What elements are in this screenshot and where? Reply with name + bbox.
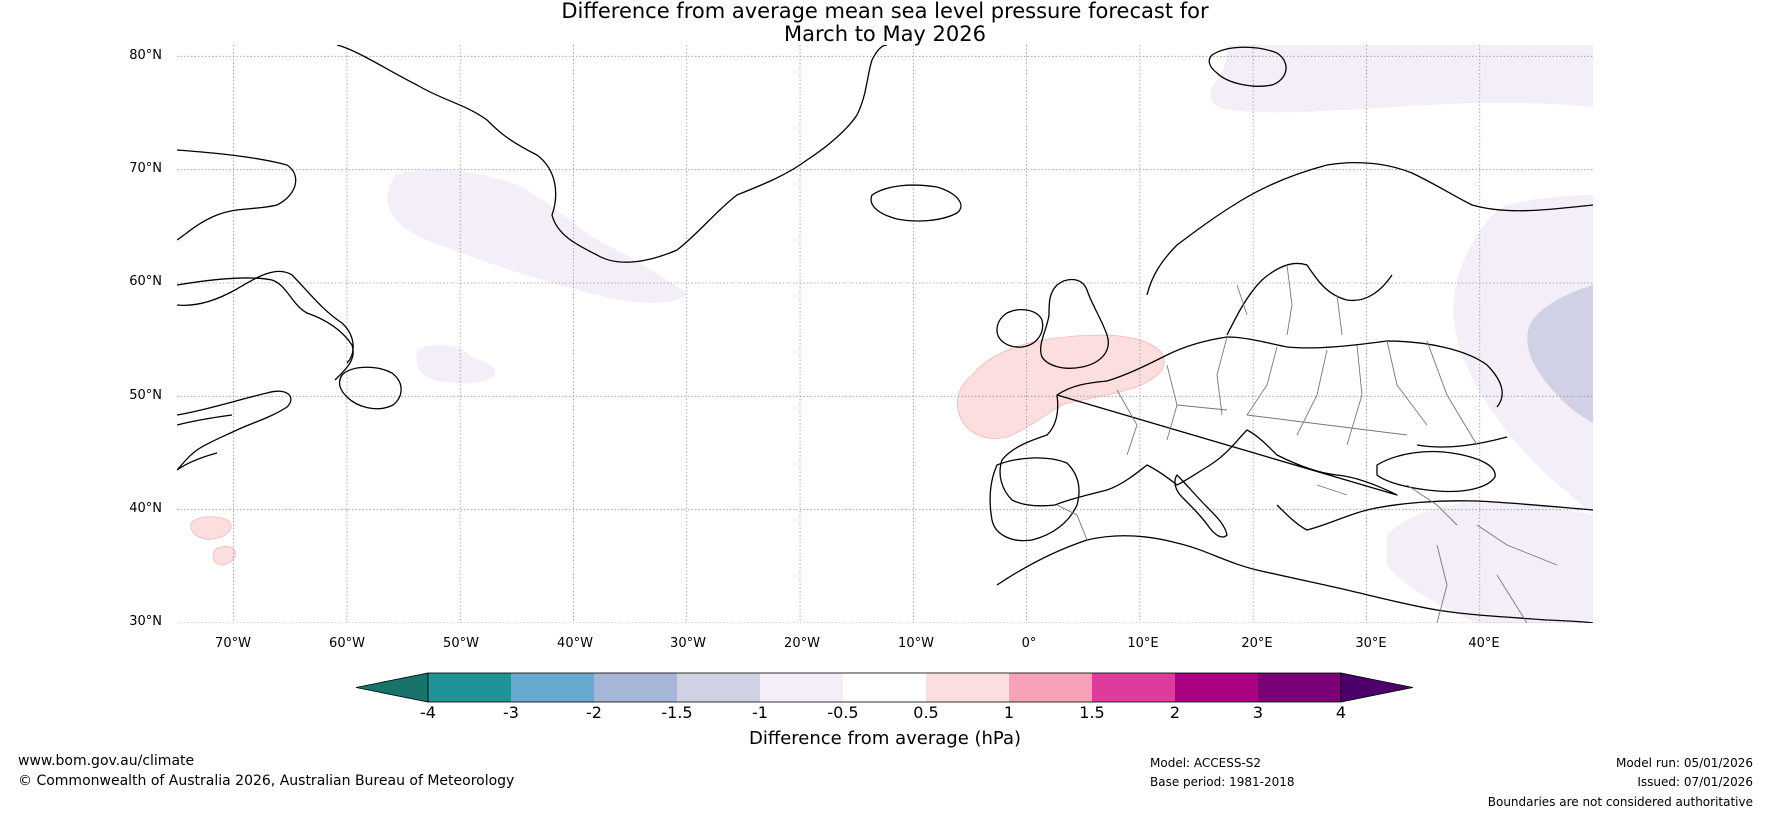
lon-label-30e: 30°E	[1355, 636, 1387, 651]
colorbar-tick-label: 0.5	[913, 703, 939, 722]
anomaly-shading	[190, 45, 1593, 623]
website-link[interactable]: www.bom.gov.au/climate	[18, 753, 195, 769]
colorbar-tick-label: -4	[420, 703, 436, 722]
iberia-coast	[989, 457, 1080, 542]
colorbar-extend-high	[1340, 672, 1414, 703]
anomaly-labrador-below	[416, 344, 496, 384]
lat-label-30n: 30°N	[129, 614, 162, 629]
lon-label-70w: 70°W	[215, 636, 251, 651]
colorbar-tick-label: 1.5	[1079, 703, 1105, 722]
colorbar-tick-label: -1	[752, 703, 768, 722]
anomaly-eastern-europe-below	[1453, 195, 1593, 515]
baffin-coast	[177, 149, 297, 241]
colorbar-tick-label: 3	[1252, 703, 1264, 722]
black-sea-coast	[1376, 450, 1496, 493]
lat-label-80n: 80°N	[129, 48, 162, 63]
iceland-coast	[870, 184, 962, 222]
svalbard-coast	[1208, 46, 1287, 87]
sweden-finland-coast	[1226, 262, 1393, 336]
colorbar-segment	[594, 673, 677, 702]
colorbar-tick-label: 2	[1169, 703, 1181, 722]
lon-label-40e: 40°E	[1468, 636, 1500, 651]
colorbar-tick-label: -3	[503, 703, 519, 722]
colorbar-tick-label: 1	[1003, 703, 1015, 722]
pressure-anomaly-map	[177, 45, 1593, 623]
lon-label-30w: 30°W	[670, 636, 706, 651]
lon-label-0: 0°	[1021, 636, 1037, 651]
anomaly-nw-atlantic-below	[387, 169, 687, 303]
colorbar-segment	[926, 673, 1009, 702]
colorbar-segment	[1258, 673, 1341, 702]
colorbar-tick-label: 4	[1335, 703, 1347, 722]
lon-label-40w: 40°W	[557, 636, 593, 651]
title-line-2: March to May 2026	[784, 22, 986, 46]
border-lines	[1056, 264, 1558, 623]
colorbar-tick-label: -2	[586, 703, 602, 722]
anomaly-azores-above-1	[190, 516, 232, 540]
lon-label-20w: 20°W	[784, 636, 820, 651]
scandinavia-coast	[1146, 161, 1593, 296]
anomaly-turkey-below	[1387, 501, 1593, 623]
colorbar-segment	[760, 673, 843, 702]
italy-coast	[1174, 474, 1228, 538]
us-east-coast	[177, 414, 233, 471]
anomaly-russia-west-below-strong	[1527, 285, 1593, 423]
newfoundland-coast	[338, 366, 402, 410]
colorbar-tick-label: -1.5	[661, 703, 693, 722]
maritimes-coast	[177, 390, 292, 471]
great-britain-coast	[1040, 278, 1109, 369]
colorbar-segment	[511, 673, 594, 702]
issued-text: Issued: 07/01/2026	[1637, 775, 1753, 789]
country-borders	[1056, 264, 1558, 623]
lon-label-50w: 50°W	[443, 636, 479, 651]
lat-label-50n: 50°N	[129, 388, 162, 403]
colorbar-extend-low	[355, 672, 429, 703]
greenland-coast	[336, 45, 888, 263]
anomaly-france-above	[956, 334, 1165, 439]
ireland-coast	[996, 309, 1044, 348]
lat-label-40n: 40°N	[129, 501, 162, 516]
canada-arctic-coast	[177, 277, 354, 381]
base-period-text: Base period: 1981-2018	[1150, 775, 1295, 789]
europe-mainland-coast	[999, 336, 1508, 507]
colorbar-segment	[843, 673, 926, 702]
map-title: Difference from average mean sea level p…	[0, 0, 1770, 46]
copyright-text: © Commonwealth of Australia 2026, Austra…	[18, 773, 515, 789]
lon-label-10e: 10°E	[1127, 636, 1159, 651]
title-line-1: Difference from average mean sea level p…	[561, 0, 1209, 23]
colorbar-outline	[427, 672, 1342, 703]
colorbar-tick-label: -0.5	[827, 703, 859, 722]
colorbar	[355, 672, 1414, 703]
colorbar-segment	[1092, 673, 1175, 702]
graticule	[177, 45, 1593, 623]
lat-label-70n: 70°N	[129, 161, 162, 176]
colorbar-segments	[355, 672, 1414, 703]
model-run-text: Model run: 05/01/2026	[1615, 756, 1753, 770]
colorbar-segment	[677, 673, 760, 702]
colorbar-segment	[1175, 673, 1258, 702]
disclaimer-text: Boundaries are not considered authoritat…	[1487, 795, 1753, 809]
north-africa-coast	[996, 535, 1593, 623]
colorbar-segment	[428, 673, 511, 702]
coastlines	[177, 45, 1593, 623]
lon-label-60w: 60°W	[329, 636, 365, 651]
lon-label-10w: 10°W	[898, 636, 934, 651]
greece-turkey-coast	[1276, 500, 1593, 531]
model-text: Model: ACCESS-S2	[1150, 756, 1262, 770]
colorbar-segment	[1009, 673, 1092, 702]
anomaly-arctic-north-below	[1210, 45, 1593, 113]
colorbar-label: Difference from average (hPa)	[748, 728, 1022, 749]
anomaly-azores-above-2	[212, 545, 236, 566]
labrador-coast	[177, 270, 354, 364]
lon-label-20e: 20°E	[1241, 636, 1273, 651]
lat-label-60n: 60°N	[129, 274, 162, 289]
